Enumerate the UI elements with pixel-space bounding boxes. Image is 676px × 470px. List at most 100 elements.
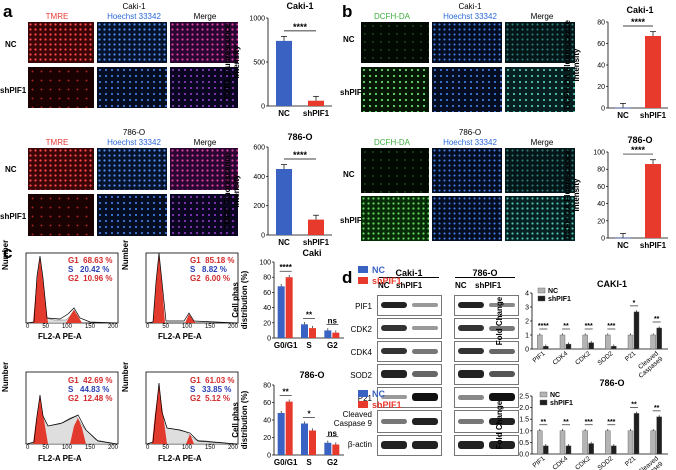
significance-label: ** bbox=[283, 388, 290, 397]
bar-shpif1 bbox=[588, 342, 594, 350]
legend-swatch bbox=[358, 277, 368, 284]
x-tick-label: P21 bbox=[624, 350, 638, 363]
b-hoechst-sh-caki bbox=[432, 67, 502, 112]
legend-swatch bbox=[539, 391, 548, 398]
y-tick-label: 60 bbox=[597, 41, 605, 48]
legend-label: shPIF1 bbox=[372, 276, 402, 286]
b-dcfh-sh-786 bbox=[361, 196, 429, 241]
bar-nc bbox=[277, 413, 285, 455]
y-tick-label: 0 bbox=[261, 104, 265, 111]
b-row-sh-2: shPIF1 bbox=[340, 216, 367, 225]
flow-xlabel-1: FL2-A PE-A bbox=[38, 332, 82, 341]
y-tick-label: 0 bbox=[267, 336, 271, 343]
flow-xtick: 0 bbox=[26, 324, 30, 330]
y-tick-label: 60 bbox=[597, 184, 605, 191]
g2-value: 6.00 % bbox=[205, 274, 231, 283]
bar-shpif1 bbox=[332, 444, 340, 455]
d-lane-sh-1: shPIF1 bbox=[396, 281, 423, 290]
flow-xtick: 50 bbox=[162, 445, 169, 451]
d-band-label: β-actin bbox=[347, 440, 372, 449]
a-tmre-nc-caki bbox=[28, 22, 94, 63]
bar-shpif1 bbox=[633, 413, 640, 455]
y-axis-label: Cell phasdistribution (%) bbox=[231, 270, 249, 329]
bar-shpif1 bbox=[565, 445, 572, 455]
b-hoechst-nc-caki bbox=[432, 22, 502, 63]
flow-stats-2: G1 85.18 % S 8.82 % G2 6.00 % bbox=[190, 256, 234, 283]
y-axis-label: TMRE FluorescenceIntensity bbox=[223, 152, 241, 229]
panel-label-a: a bbox=[3, 2, 13, 21]
y-tick-label: 60 bbox=[263, 290, 271, 297]
a-col-merge-2: Merge bbox=[193, 138, 217, 147]
y-tick-label: 40 bbox=[263, 418, 271, 425]
y-tick-label: 500 bbox=[253, 60, 265, 67]
bar-nc bbox=[301, 324, 308, 338]
flow-hist-3-g2-peak bbox=[70, 418, 86, 444]
flow-hist-2-g1-peak bbox=[153, 254, 165, 323]
flow-xtick: 100 bbox=[181, 324, 192, 330]
flow-hist-4-curve bbox=[146, 382, 238, 445]
significance-label: ** bbox=[541, 419, 547, 426]
bar-nc bbox=[276, 40, 292, 106]
bar-nc bbox=[582, 334, 588, 350]
flow-hist-3-g1-peak bbox=[33, 396, 48, 444]
x-tick-label: PIF1 bbox=[532, 350, 547, 364]
x-tick-label: shPIF1 bbox=[640, 241, 667, 250]
bar-shpif1 bbox=[309, 328, 316, 338]
b-dcfh-nc-786 bbox=[361, 148, 429, 193]
chart-c2-phase-786: 0 20 40 60 80 Cell phasdistribution (%) 786-O *… bbox=[231, 370, 402, 467]
x-tick-label: PIF1 bbox=[532, 455, 547, 469]
y-tick-label: 100 bbox=[259, 260, 271, 267]
y-tick-label: 0 bbox=[601, 236, 605, 243]
chart-a2-tmre-786: 0 200 400 600 TMRE FluorescenceIntensity 786-… bbox=[223, 132, 332, 247]
y-tick-label: 2.0 bbox=[519, 405, 529, 412]
s-label: S bbox=[190, 265, 196, 274]
blot-p21-786 bbox=[454, 387, 519, 408]
significance-label: * bbox=[307, 410, 311, 419]
flow-hist-4 bbox=[145, 371, 239, 445]
bar-shpif1 bbox=[332, 332, 340, 338]
bar-shpif1 bbox=[588, 443, 594, 455]
x-tick-label: CDK2 bbox=[574, 350, 592, 367]
bar-nc bbox=[627, 334, 634, 350]
d-lane-sh-2: shPIF1 bbox=[475, 281, 502, 290]
chart-title: 786-O bbox=[287, 132, 312, 142]
bar-shpif1 bbox=[611, 445, 617, 455]
significance-label: ns bbox=[328, 316, 338, 325]
d-band-label: PIF1 bbox=[355, 302, 372, 311]
blot-cdk4-786 bbox=[454, 341, 519, 362]
panel-label-c: c bbox=[3, 243, 13, 262]
bar-shpif1 bbox=[645, 35, 661, 108]
flow-xtick: 200 bbox=[227, 324, 238, 330]
s-value: 20.42 % bbox=[80, 265, 110, 274]
blot-sod2-786 bbox=[454, 364, 519, 385]
bar-nc bbox=[277, 286, 285, 338]
b-col-hoechst: Hoechst 33342 bbox=[443, 12, 497, 21]
d-band-label: CDK4 bbox=[350, 348, 372, 357]
bar-shpif1 bbox=[611, 346, 617, 350]
x-tick-label: NC bbox=[278, 238, 290, 247]
a-tmre-nc-786 bbox=[28, 148, 94, 190]
y-tick-label: 40 bbox=[263, 305, 271, 312]
b-merge-nc-786 bbox=[505, 148, 575, 193]
bar-shpif1 bbox=[565, 343, 572, 350]
y-tick-label: 0 bbox=[601, 106, 605, 113]
significance-label: * bbox=[633, 300, 636, 307]
flow-hist-4-g1-peak bbox=[152, 384, 167, 444]
d-cell2-title: 786-O bbox=[472, 268, 498, 278]
legend-swatch bbox=[537, 295, 546, 302]
flow-xtick: 100 bbox=[61, 324, 72, 330]
a-col-hoechst-2: Hoechst 33342 bbox=[107, 138, 161, 147]
flow-hist-2 bbox=[145, 252, 239, 324]
blot-p21-caki bbox=[377, 387, 442, 408]
blot-pif1-caki bbox=[377, 295, 442, 316]
bar-shpif1 bbox=[543, 445, 549, 455]
b-row-nc-2: NC bbox=[343, 170, 355, 179]
g2-label: G2 bbox=[68, 274, 79, 283]
b-row-nc-1: NC bbox=[343, 35, 355, 44]
y-tick-label: 4 bbox=[525, 291, 529, 298]
a-tmre-sh-caki bbox=[28, 67, 94, 108]
y-tick-label: 1 bbox=[525, 333, 529, 340]
chart-title: 786-O bbox=[599, 378, 624, 388]
blot-pif1-786 bbox=[454, 295, 519, 316]
